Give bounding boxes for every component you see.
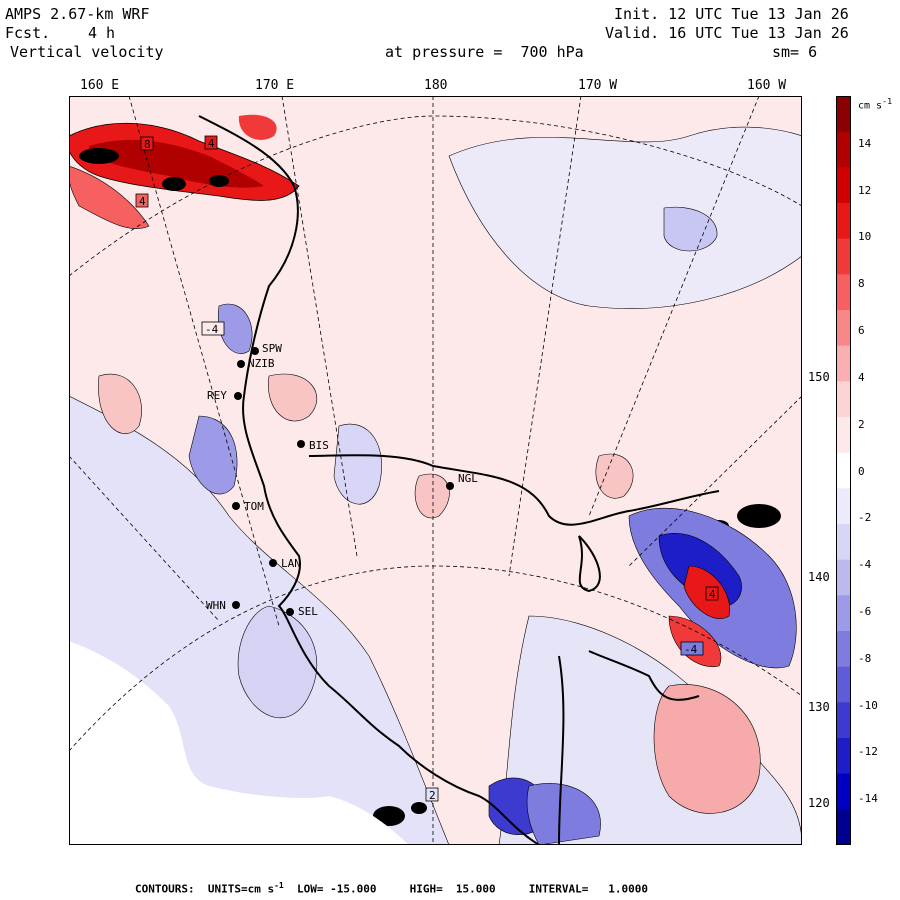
valid-time: Valid. 16 UTC Tue 13 Jan 26: [605, 24, 849, 42]
forecast-label: Fcst.: [5, 24, 51, 42]
colorbar-tick-label: 8: [858, 277, 865, 291]
colorbar-tick-label: 6: [858, 324, 865, 338]
station-spw[interactable]: SPW: [251, 342, 282, 355]
model-title: AMPS 2.67-km WRF: [5, 5, 150, 23]
lon-label-170e: 170 E: [255, 78, 295, 93]
lon-label-170w: 170 W: [578, 78, 618, 93]
svg-text:BIS: BIS: [309, 439, 329, 452]
colorbar-tick-label: 2: [858, 417, 865, 431]
contour-info: CONTOURS: UNITS=cm s-1 LOW= -15.000 HIGH…: [135, 881, 649, 896]
vertical-velocity-map: SPW NZIB REY BIS NGL TOM LAN WHN: [69, 96, 802, 845]
colorbar-swatch: [836, 310, 851, 347]
colorbar-swatch: [836, 738, 851, 775]
colorbar-swatch: [836, 274, 851, 311]
svg-text:SEL: SEL: [298, 605, 318, 618]
colorbar-swatch: [836, 96, 851, 133]
colorbar-units: cm s-1: [858, 96, 893, 112]
colorbar-swatch: [836, 417, 851, 454]
contour-label: -4: [684, 643, 698, 656]
pressure-level: at pressure = 700 hPa: [385, 43, 584, 61]
colorbar: [836, 96, 851, 845]
colorbar-tick-label: 14: [858, 136, 872, 150]
svg-text:TOM: TOM: [244, 500, 264, 513]
station-sel[interactable]: SEL: [286, 605, 318, 618]
colorbar-tick-label: -4: [858, 558, 872, 572]
colorbar-swatch: [836, 702, 851, 739]
station-tom[interactable]: TOM: [232, 500, 264, 513]
colorbar-frame: [836, 96, 851, 845]
lon-label-150w: 150 W: [808, 370, 845, 384]
colorbar-swatch: [836, 595, 851, 632]
colorbar-swatch: [836, 666, 851, 703]
colorbar-swatch: [836, 488, 851, 525]
colorbar-swatch: [836, 559, 851, 596]
colorbar-swatch: [836, 631, 851, 668]
colorbar-swatch: [836, 809, 851, 845]
contour-label: 4: [709, 588, 716, 601]
smoothing: sm= 6: [772, 43, 818, 61]
lon-label-140w: 140 W: [808, 570, 845, 584]
colorbar-tick-label: 12: [858, 183, 872, 197]
colorbar-swatch: [836, 452, 851, 489]
map-frame: [69, 96, 802, 845]
contour-label: 4: [208, 137, 215, 150]
colorbar-swatch: [836, 773, 851, 810]
svg-text:WHN: WHN: [206, 599, 226, 612]
light-blue-regions: [69, 126, 802, 845]
svg-text:NGL: NGL: [458, 472, 478, 485]
svg-text:SPW: SPW: [262, 342, 282, 355]
svg-text:NZIB: NZIB: [248, 357, 275, 370]
colorbar-tick-label: 4: [858, 370, 865, 384]
station-rey[interactable]: REY: [207, 389, 242, 402]
station-whn[interactable]: WHN: [206, 599, 240, 612]
colorbar-swatch: [836, 203, 851, 240]
svg-text:REY: REY: [207, 389, 227, 402]
contour-labels: 8 4 4 -4 4 -4 2: [135, 135, 719, 802]
colorbar-swatch: [836, 345, 851, 382]
masked-terrain: [69, 641, 409, 845]
lon-label-130w: 130 W: [808, 700, 845, 714]
station-ngl[interactable]: NGL: [446, 472, 478, 490]
dense-contour-cluster: [79, 148, 781, 834]
lon-label-160e: 160 E: [80, 78, 120, 93]
contour-label: 4: [139, 195, 146, 208]
lon-label-120w: 120 W: [808, 796, 845, 810]
colorbar-tick-label: 10: [858, 230, 872, 244]
contour-label: 2: [429, 789, 436, 802]
station-nzib[interactable]: NZIB: [237, 357, 275, 370]
colorbar-tick-label: -6: [858, 604, 872, 618]
stations: SPW NZIB REY BIS NGL TOM LAN WHN: [206, 342, 478, 618]
colorbar-tick-label: -8: [858, 651, 872, 665]
field-name: Vertical velocity: [10, 43, 164, 61]
colorbar-tick-label: -14: [858, 792, 878, 806]
colorbar-tick-label: 0: [858, 464, 865, 478]
lon-label-180: 180: [424, 78, 448, 93]
colorbar-tick-label: -12: [858, 745, 878, 759]
lon-label-160w: 160 W: [747, 78, 787, 93]
colorbar-tick-label: -10: [858, 698, 878, 712]
coastline: [198, 115, 720, 845]
colorbar-swatch: [836, 524, 851, 561]
light-red-regions: [98, 373, 761, 814]
strong-ascent-region: [69, 114, 300, 229]
forecast-hours: 4 h: [88, 24, 116, 42]
colorbar-swatch: [836, 131, 851, 168]
colorbar-tick-label: -2: [858, 511, 872, 525]
station-bis[interactable]: BIS: [297, 439, 329, 452]
station-lan[interactable]: LAN: [269, 557, 301, 570]
contour-label: 8: [144, 138, 151, 151]
graticule: [69, 96, 802, 845]
init-time: Init. 12 UTC Tue 13 Jan 26: [614, 5, 849, 23]
colorbar-swatch: [836, 167, 851, 204]
contour-label: -4: [205, 323, 219, 336]
colorbar-swatch: [836, 238, 851, 275]
svg-text:LAN: LAN: [281, 557, 301, 570]
colorbar-swatch: [836, 381, 851, 418]
